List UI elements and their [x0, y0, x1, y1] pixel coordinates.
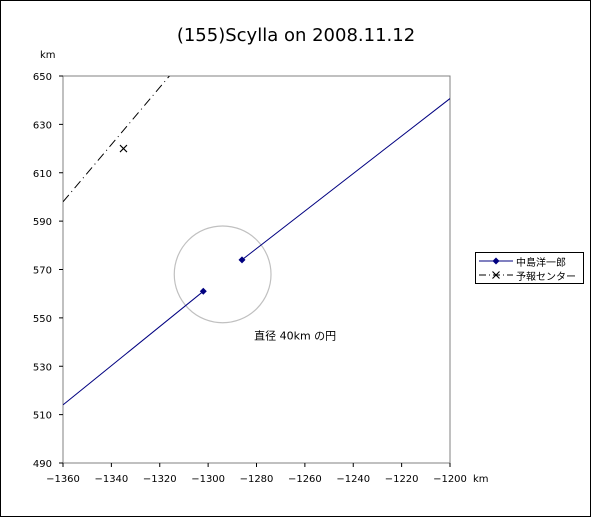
x-tick-label: −1240 [336, 474, 370, 485]
observer-point-marker [238, 256, 246, 264]
legend-label: 予報センター [516, 271, 576, 283]
y-tick-label: 650 [33, 72, 52, 83]
observer-track-line [241, 97, 450, 261]
legend: 中島洋一郎 予報センター [475, 252, 584, 284]
circle-annotation: 直径 40km の円 [254, 329, 336, 343]
y-tick-label: 510 [33, 411, 52, 422]
legend-item-observer: 中島洋一郎 [478, 254, 566, 269]
y-tick-label: 590 [33, 217, 52, 228]
x-tick-label: −1320 [143, 474, 177, 485]
legend-dashdot-x-icon [479, 271, 513, 279]
x-tick-label: −1220 [385, 474, 419, 485]
chart-title: (155)Scylla on 2008.11.12 [177, 25, 415, 46]
x-tick-label: −1360 [46, 474, 80, 485]
x-tick-label: −1300 [191, 474, 225, 485]
annotation-layer: 直径 40km の円 [254, 329, 336, 343]
legend-solid-diamond-icon [479, 257, 513, 265]
observer-point-marker [199, 287, 207, 295]
y-tick-label: 550 [33, 314, 52, 325]
forecast-point-marker [119, 144, 128, 153]
legend-label: 中島洋一郎 [516, 257, 566, 269]
y-tick-label: 570 [33, 266, 52, 277]
plot-content [63, 76, 450, 406]
plot-area [62, 75, 451, 464]
x-axis-unit-label: km [473, 474, 489, 485]
x-tick-label: −1280 [240, 474, 274, 485]
x-axis-ticks: −1360 −1340 −1320 −1300 −1280 −1260 −1240 −1220… [46, 463, 467, 485]
y-tick-label: 630 [33, 120, 52, 131]
legend-item-forecast: 予報センター [478, 268, 576, 283]
reference-circle-40km [173, 225, 272, 324]
x-tick-label: −1340 [94, 474, 128, 485]
x-tick-label: −1260 [288, 474, 322, 485]
y-tick-label: 490 [33, 459, 52, 470]
observer-track-line [63, 290, 204, 406]
y-axis-unit-label: km [40, 50, 56, 61]
x-tick-label: −1200 [433, 474, 467, 485]
y-tick-label: 530 [33, 362, 52, 373]
y-tick-label: 610 [33, 169, 52, 180]
y-axis-ticks: 490 510 530 550 570 590 610 630 650 [33, 72, 63, 470]
